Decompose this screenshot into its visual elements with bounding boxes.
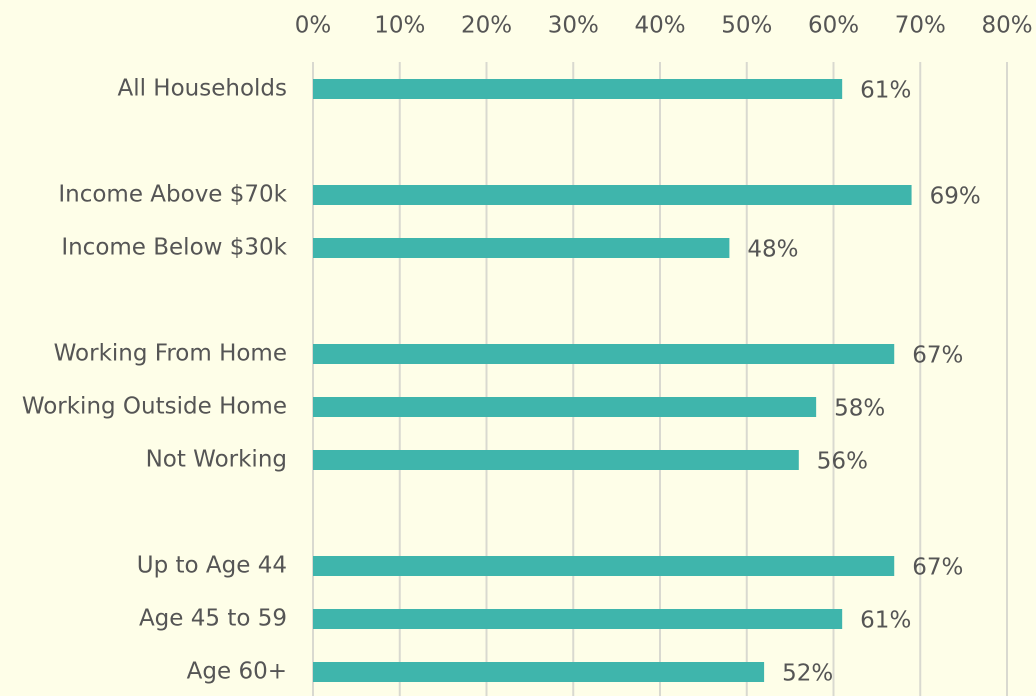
y-tick-label: All Households <box>117 76 287 102</box>
y-tick-label: Income Below $30k <box>61 235 287 261</box>
x-tick-label: 20% <box>461 13 512 39</box>
bar <box>313 344 895 364</box>
x-tick-label: 40% <box>634 13 685 39</box>
x-tick-label: 10% <box>374 13 425 39</box>
value-label: 67% <box>912 343 963 369</box>
y-tick-label: Working Outside Home <box>22 394 287 420</box>
y-tick-label: Up to Age 44 <box>137 553 287 579</box>
y-tick-label: Working From Home <box>54 341 287 367</box>
x-tick-label: 50% <box>721 13 772 39</box>
value-label: 61% <box>860 78 911 104</box>
bar <box>313 397 817 417</box>
x-tick-label: 30% <box>548 13 599 39</box>
value-label: 58% <box>834 396 885 422</box>
bar <box>313 662 765 682</box>
x-tick-label: 80% <box>981 13 1032 39</box>
bar <box>313 185 912 205</box>
y-tick-label: Age 45 to 59 <box>139 606 287 632</box>
value-label: 52% <box>782 661 833 687</box>
value-label: 69% <box>930 184 981 210</box>
bar <box>313 79 843 99</box>
x-tick-label: 70% <box>895 13 946 39</box>
value-label: 67% <box>912 555 963 581</box>
y-tick-label: Not Working <box>146 447 287 473</box>
bar <box>313 450 799 470</box>
value-label: 56% <box>817 449 868 475</box>
y-tick-label: Income Above $70k <box>58 182 287 208</box>
bar <box>313 609 843 629</box>
x-tick-label: 60% <box>808 13 859 39</box>
y-tick-label: Age 60+ <box>187 659 287 685</box>
value-label: 61% <box>860 608 911 634</box>
bar <box>313 556 895 576</box>
value-label: 48% <box>747 237 798 263</box>
bar <box>313 238 730 258</box>
x-tick-label: 0% <box>295 13 332 39</box>
